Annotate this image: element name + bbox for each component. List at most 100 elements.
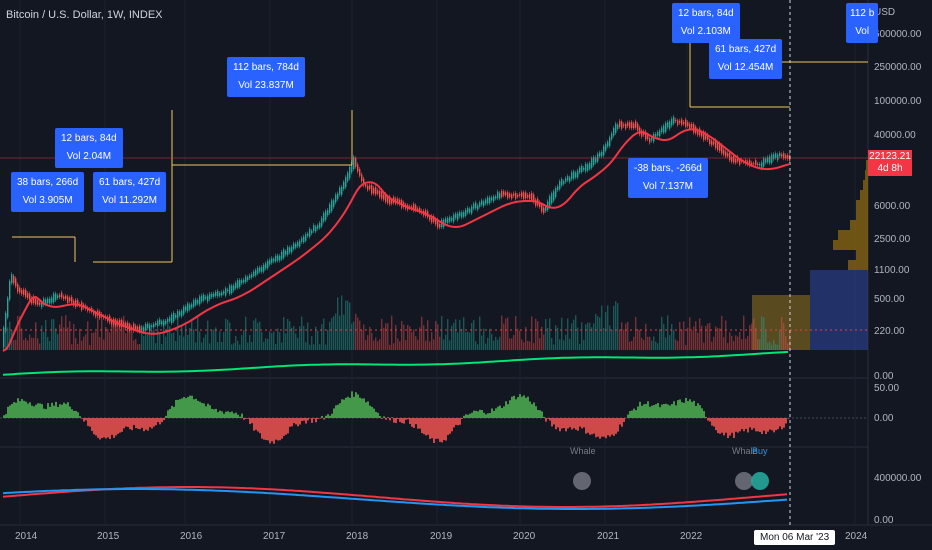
oscillator-bar bbox=[783, 418, 785, 428]
symbol-title[interactable]: Bitcoin / U.S. Dollar, 1W, INDEX bbox=[6, 9, 163, 21]
oscillator-bar bbox=[371, 406, 373, 418]
oscillator-bar bbox=[159, 418, 161, 425]
measure-callout[interactable]: 12 bars, 84d Vol 2.04M bbox=[55, 128, 123, 168]
volume-bar bbox=[73, 324, 75, 350]
volume-bar bbox=[125, 333, 127, 350]
oscillator-bar bbox=[195, 398, 197, 418]
volume-bar bbox=[713, 336, 715, 350]
volume-bar bbox=[265, 338, 267, 350]
volume-bar bbox=[719, 328, 721, 350]
oscillator-bar bbox=[109, 418, 111, 440]
volume-bar bbox=[655, 341, 657, 350]
oscillator-bar bbox=[577, 418, 579, 431]
volume-bar bbox=[643, 339, 645, 350]
volume-bar bbox=[221, 342, 223, 350]
callout-volume: Vol 12.454M bbox=[717, 62, 774, 73]
oscillator-bar bbox=[765, 418, 767, 434]
measure-callout[interactable]: 61 bars, 427d Vol 11.292M bbox=[93, 172, 167, 212]
volume-bar bbox=[105, 326, 107, 350]
oscillator-bar bbox=[621, 418, 623, 427]
oscillator-bar bbox=[675, 405, 677, 418]
volume-bar bbox=[425, 340, 427, 350]
measure-callout[interactable]: 38 bars, 266d Vol 3.905M bbox=[11, 172, 85, 212]
oscillator-bar bbox=[47, 403, 49, 418]
oscillator-bar bbox=[77, 412, 79, 418]
volume-bar bbox=[671, 324, 673, 350]
volume-bar bbox=[171, 333, 173, 350]
price-candle bbox=[595, 157, 597, 163]
measure-callout[interactable]: 12 bars, 84d Vol 2.103M bbox=[672, 3, 740, 43]
oscillator-bar bbox=[21, 399, 23, 418]
volume-bar bbox=[521, 339, 523, 350]
oscillator-bar bbox=[499, 405, 501, 418]
volume-bar bbox=[399, 341, 401, 350]
volume-bar bbox=[769, 341, 771, 350]
price-candle bbox=[559, 181, 561, 190]
volume-bar bbox=[75, 338, 77, 350]
volume-bar bbox=[343, 314, 345, 350]
volume-bar bbox=[645, 323, 647, 350]
price-candle bbox=[627, 122, 629, 126]
volume-bar bbox=[753, 318, 755, 350]
price-candle bbox=[315, 226, 317, 232]
oscillator-bar bbox=[41, 404, 43, 418]
volume-bar bbox=[81, 340, 83, 350]
price-candle bbox=[361, 174, 363, 182]
price-candle bbox=[273, 258, 275, 262]
oscillator-bar bbox=[433, 418, 435, 443]
volume-bar bbox=[501, 315, 503, 350]
volume-bar bbox=[783, 323, 785, 350]
oscillator-bar bbox=[479, 409, 481, 418]
price-candle bbox=[581, 165, 583, 172]
price-candle bbox=[187, 303, 189, 312]
price-candle bbox=[365, 184, 367, 187]
volume-bar bbox=[789, 331, 791, 350]
volume-bar bbox=[283, 317, 285, 350]
volume-bar bbox=[475, 341, 477, 350]
oscillator-bar bbox=[505, 401, 507, 418]
measure-callout[interactable]: 112 b Vol bbox=[846, 3, 879, 43]
price-candle bbox=[159, 319, 161, 325]
price-candle bbox=[725, 151, 727, 157]
oscillator-bar bbox=[211, 408, 213, 418]
oscillator-bar bbox=[583, 418, 585, 428]
volume-bar bbox=[423, 325, 425, 350]
volume-bar bbox=[667, 315, 669, 350]
oscillator-bar bbox=[141, 418, 143, 428]
price-candle bbox=[49, 298, 51, 304]
oscillator-bar bbox=[165, 415, 167, 418]
volume-bar bbox=[507, 317, 509, 350]
volume-bar bbox=[451, 325, 453, 350]
volume-bar bbox=[707, 323, 709, 350]
volume-bar bbox=[427, 320, 429, 350]
oscillator-bar bbox=[151, 418, 153, 429]
oscillator-bar bbox=[453, 418, 455, 428]
oscillator-bar bbox=[71, 409, 73, 418]
price-candle bbox=[157, 320, 159, 327]
price-candle bbox=[471, 206, 473, 214]
volume-bar bbox=[361, 330, 363, 350]
volume-bar bbox=[615, 301, 617, 350]
measure-callout[interactable]: 61 bars, 427d Vol 12.454M bbox=[709, 39, 783, 79]
price-candle bbox=[13, 275, 15, 284]
oscillator-bar bbox=[227, 411, 229, 418]
measure-callout[interactable]: 112 bars, 784d Vol 23.837M bbox=[227, 57, 305, 97]
price-candle bbox=[259, 267, 261, 272]
price-candle bbox=[689, 123, 691, 129]
oscillator-bar bbox=[145, 418, 147, 430]
price-axis-label: 1100.00 bbox=[874, 265, 910, 276]
oscillator-bar bbox=[361, 398, 363, 418]
measure-callout[interactable]: -38 bars, -266d Vol 7.137M bbox=[628, 158, 708, 198]
volume-bar bbox=[339, 315, 341, 350]
volume-bar bbox=[383, 327, 385, 350]
price-candle bbox=[675, 119, 677, 122]
volume-bar bbox=[177, 316, 179, 350]
volume-bar bbox=[417, 339, 419, 350]
oscillator-bar bbox=[471, 412, 473, 418]
price-candle bbox=[321, 217, 323, 227]
price-candle bbox=[369, 185, 371, 189]
price-candle bbox=[345, 177, 347, 188]
price-candle bbox=[487, 197, 489, 204]
volume-bar bbox=[553, 344, 555, 350]
